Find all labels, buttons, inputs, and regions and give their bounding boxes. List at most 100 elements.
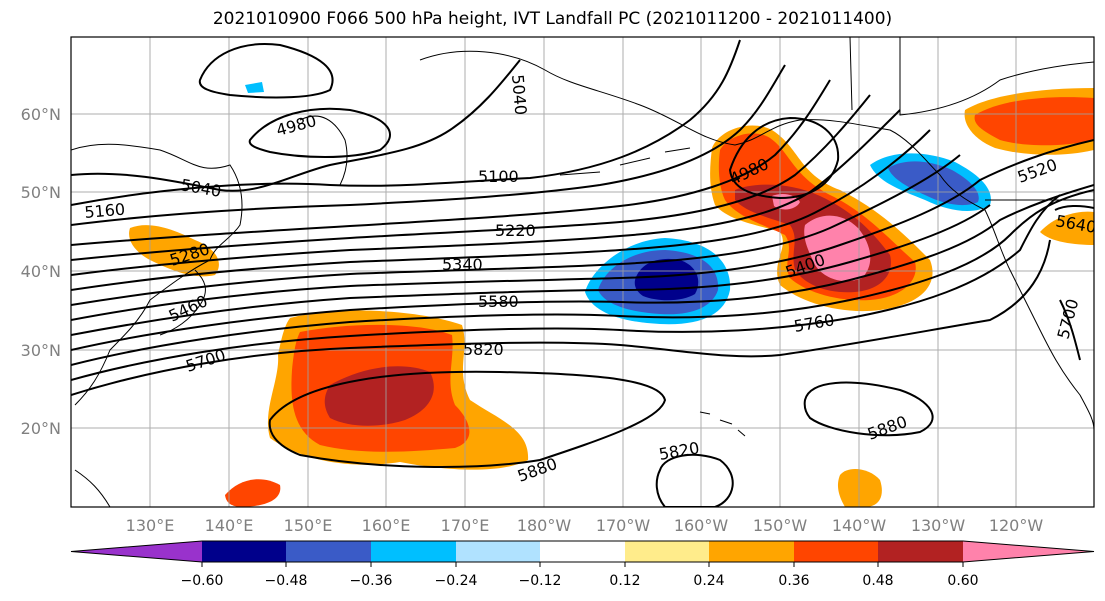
ivt-positive-region-sw (225, 479, 281, 507)
contour-5460 (71, 154, 961, 306)
contour-5640 (71, 184, 1094, 351)
contour-5640-east (1054, 204, 1094, 361)
contour-4980-west (248, 107, 391, 158)
longitude-labels: 130°E 140°E 150°E 160°E 170°E 180°W 170°… (126, 516, 1044, 535)
contour-top (198, 43, 334, 99)
contour-label: 5160 (84, 200, 126, 222)
lon-label: 140°E (205, 516, 254, 535)
contour-label: 5760 (792, 310, 835, 336)
colorbar-tick-label: 0.36 (778, 573, 809, 589)
contour-label: 5100 (478, 167, 519, 186)
contour-5220 (71, 79, 831, 246)
contour-5400 (71, 129, 931, 291)
ivt-positive-region-us (1040, 211, 1094, 245)
ivt-positive-region-hawaii (837, 468, 882, 507)
colorbar-cells (70, 540, 1095, 563)
colorbar-tick-label: −0.12 (519, 573, 562, 589)
colorbar-cell (625, 541, 709, 562)
colorbar-tick-label: 0.60 (947, 573, 978, 589)
contour-label: 5040 (508, 74, 530, 116)
contour-label: 5220 (495, 221, 536, 240)
lon-label: 160°W (674, 516, 729, 535)
colorbar-tick-label: −0.36 (350, 573, 393, 589)
lon-label: 130°W (911, 516, 966, 535)
lon-label: 120°W (989, 516, 1044, 535)
ivt-negative-region-alaska-core (888, 161, 979, 206)
coastline-na-west (984, 209, 1094, 431)
contour-label: 5460 (166, 291, 211, 325)
colorbar-tick-label: −0.48 (265, 573, 308, 589)
colorbar-cell (71, 541, 202, 562)
contour-label: 5580 (478, 292, 519, 311)
lon-label: 140°W (832, 516, 887, 535)
ivt-negative-small (245, 82, 264, 93)
colorbar-cell (456, 541, 540, 562)
contour-5160 (71, 64, 786, 226)
coastline-aleutians (559, 147, 691, 176)
contour-label: 4980 (274, 111, 318, 140)
contour-5040 (71, 59, 521, 192)
colorbar-cell (709, 541, 794, 562)
colorbar-tick-label: 0.12 (609, 573, 640, 589)
colorbar-tick-label: −0.60 (181, 573, 224, 589)
latitude-labels: 60°N 50°N 40°N 30°N 20°N (21, 105, 61, 438)
contour-5820 (71, 239, 1051, 396)
lat-label: 20°N (21, 419, 61, 438)
contour-label: 5040 (179, 175, 222, 201)
colorbar-ticks (201, 562, 964, 567)
contour-5340 (71, 109, 901, 276)
contour-4980-east (728, 116, 840, 200)
lat-label: 60°N (21, 105, 61, 124)
lon-label: 170°E (441, 516, 490, 535)
contour-5520 (71, 139, 1094, 321)
colorbar: −0.60 −0.48 −0.36 −0.24 −0.12 0.12 0.24 … (70, 540, 1095, 589)
colorbar-cell (540, 541, 625, 562)
coastline-kamchatka (299, 115, 348, 186)
lat-label: 40°N (21, 262, 61, 281)
colorbar-cell (286, 541, 371, 562)
contour-label: 5820 (463, 340, 504, 359)
ivt-shading (129, 82, 1094, 507)
lon-label: 160°E (362, 516, 411, 535)
contour-5700 (71, 189, 1094, 366)
colorbar-cell (794, 541, 878, 562)
colorbar-cell (963, 541, 1094, 562)
colorbar-tick-label: 0.24 (693, 573, 724, 589)
coastline-hawaii (699, 411, 746, 437)
coastline-canada (849, 37, 1094, 116)
contour-label: 5880 (865, 412, 910, 444)
colorbar-tick-label: 0.48 (862, 573, 893, 589)
lon-label: 180°W (517, 516, 572, 535)
contour-5880-south (268, 370, 667, 468)
contour-5580 (71, 204, 991, 336)
colorbar-cell (878, 541, 963, 562)
height-contours (71, 39, 1094, 507)
lat-label: 30°N (21, 341, 61, 360)
map-frame (70, 36, 1095, 508)
lon-label: 130°E (126, 516, 175, 535)
map-title: 2021010900 F066 500 hPa height, IVT Land… (212, 9, 893, 29)
lon-label: 170°W (596, 516, 651, 535)
lon-label: 150°E (284, 516, 333, 535)
contour-5880-east (803, 381, 934, 437)
coastline-japan (159, 269, 206, 336)
contour-label: 5700 (1054, 297, 1083, 341)
lon-label: 150°W (753, 516, 808, 535)
contour-5100 (71, 39, 741, 206)
colorbar-tick-labels: −0.60 −0.48 −0.36 −0.24 −0.12 0.12 0.24 … (181, 573, 979, 589)
contour-label: 5820 (657, 438, 700, 464)
colorbar-tick-label: −0.24 (435, 573, 478, 589)
ivt-positive-region-ne-core (974, 97, 1094, 146)
coastline-philippines (74, 469, 111, 507)
lat-label: 50°N (21, 183, 61, 202)
graticule (71, 37, 1094, 507)
contour-label: 5340 (442, 255, 483, 274)
contour-label: 5520 (1015, 155, 1060, 187)
contour-5280 (71, 94, 871, 261)
map-area: 4980 5040 5160 5280 5460 5700 5820 5880 … (71, 37, 1094, 507)
colorbar-cell (202, 541, 286, 562)
colorbar-cell (371, 541, 456, 562)
coastline-asia (71, 143, 243, 406)
contour-5760 (71, 194, 1061, 381)
